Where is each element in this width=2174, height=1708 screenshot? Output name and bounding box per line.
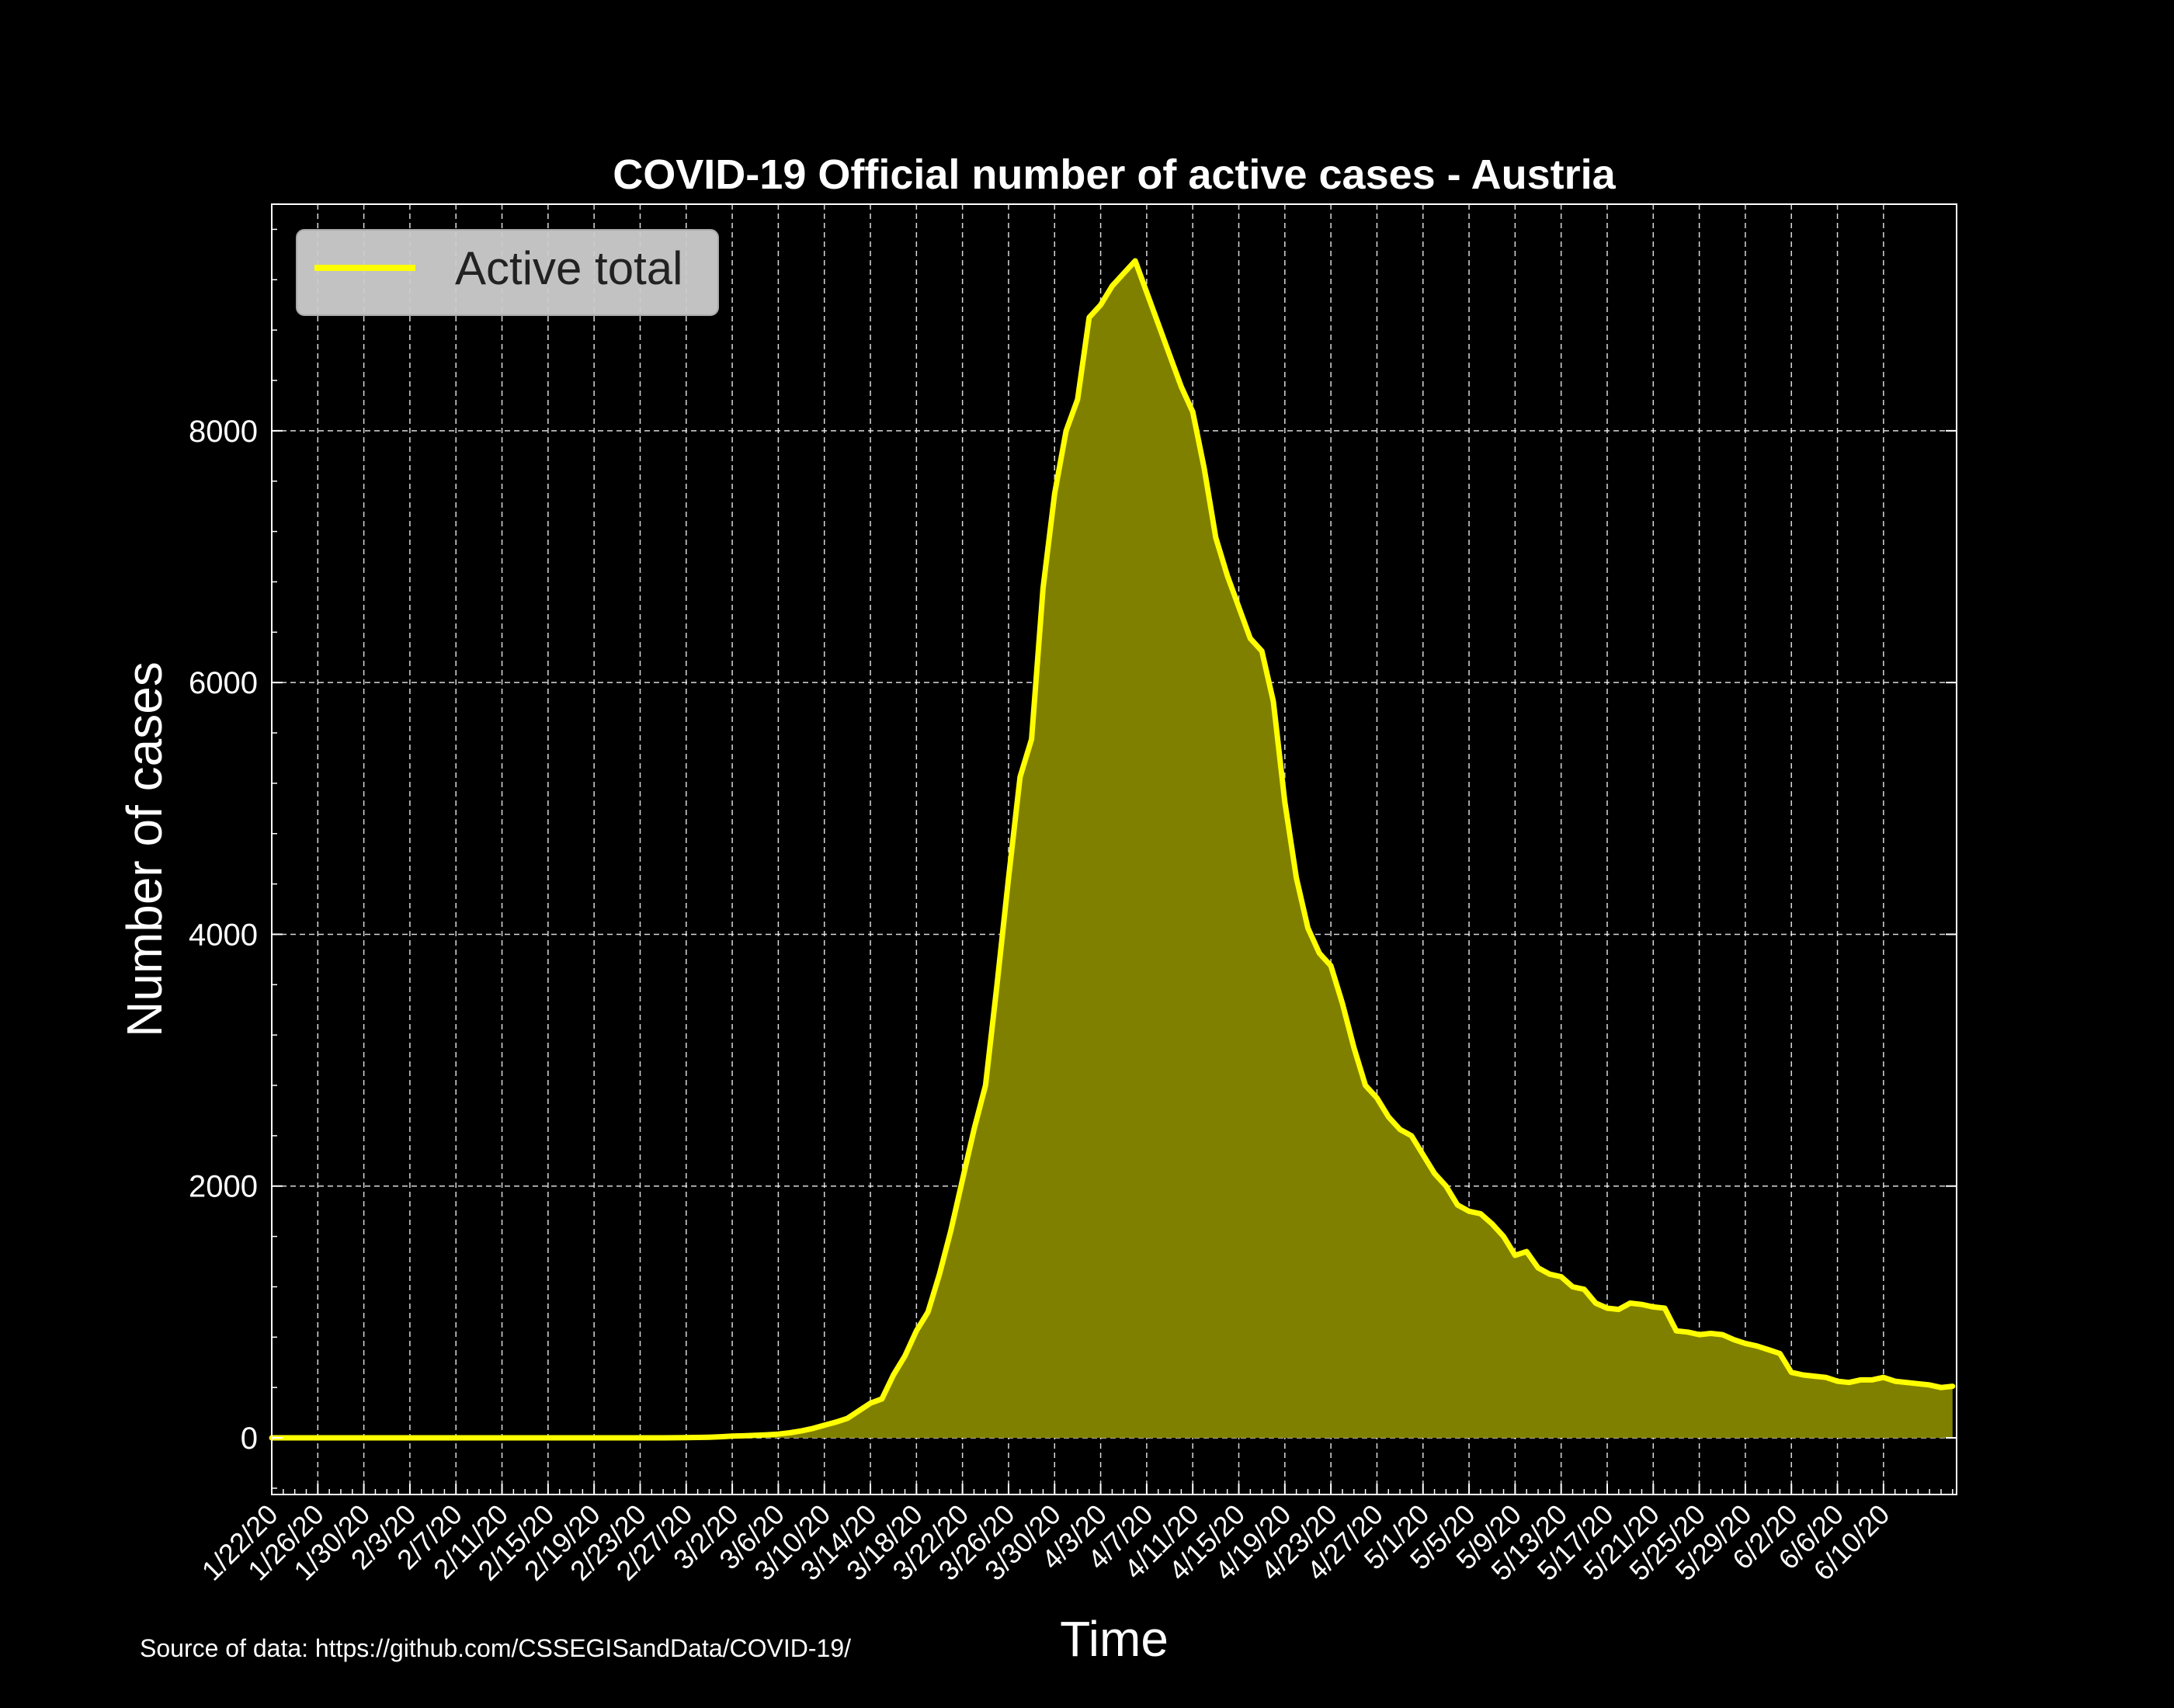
y-tick-label: 0 [241,1422,258,1456]
y-tick-label: 2000 [189,1170,258,1204]
chart-title: COVID-19 Official number of active cases… [613,151,1616,198]
x-axis-label: Time [1060,1611,1169,1667]
y-axis-label: Number of cases [116,661,172,1037]
legend: Active total [296,229,719,316]
y-tick-label: 6000 [189,666,258,700]
source-note: Source of data: https://github.com/CSSEG… [140,1634,851,1662]
y-axis: 0 2000 4000 6000 8000 [189,228,1957,1489]
legend-label: Active total [455,242,682,294]
plot-frame [271,203,1957,1495]
area-fill [272,261,1953,1438]
series-line-active-total [269,258,1956,1441]
legend-box [296,229,719,316]
y-tick-label: 4000 [189,918,258,952]
y-tick-label: 8000 [189,415,258,449]
plot-series [269,258,1956,1441]
